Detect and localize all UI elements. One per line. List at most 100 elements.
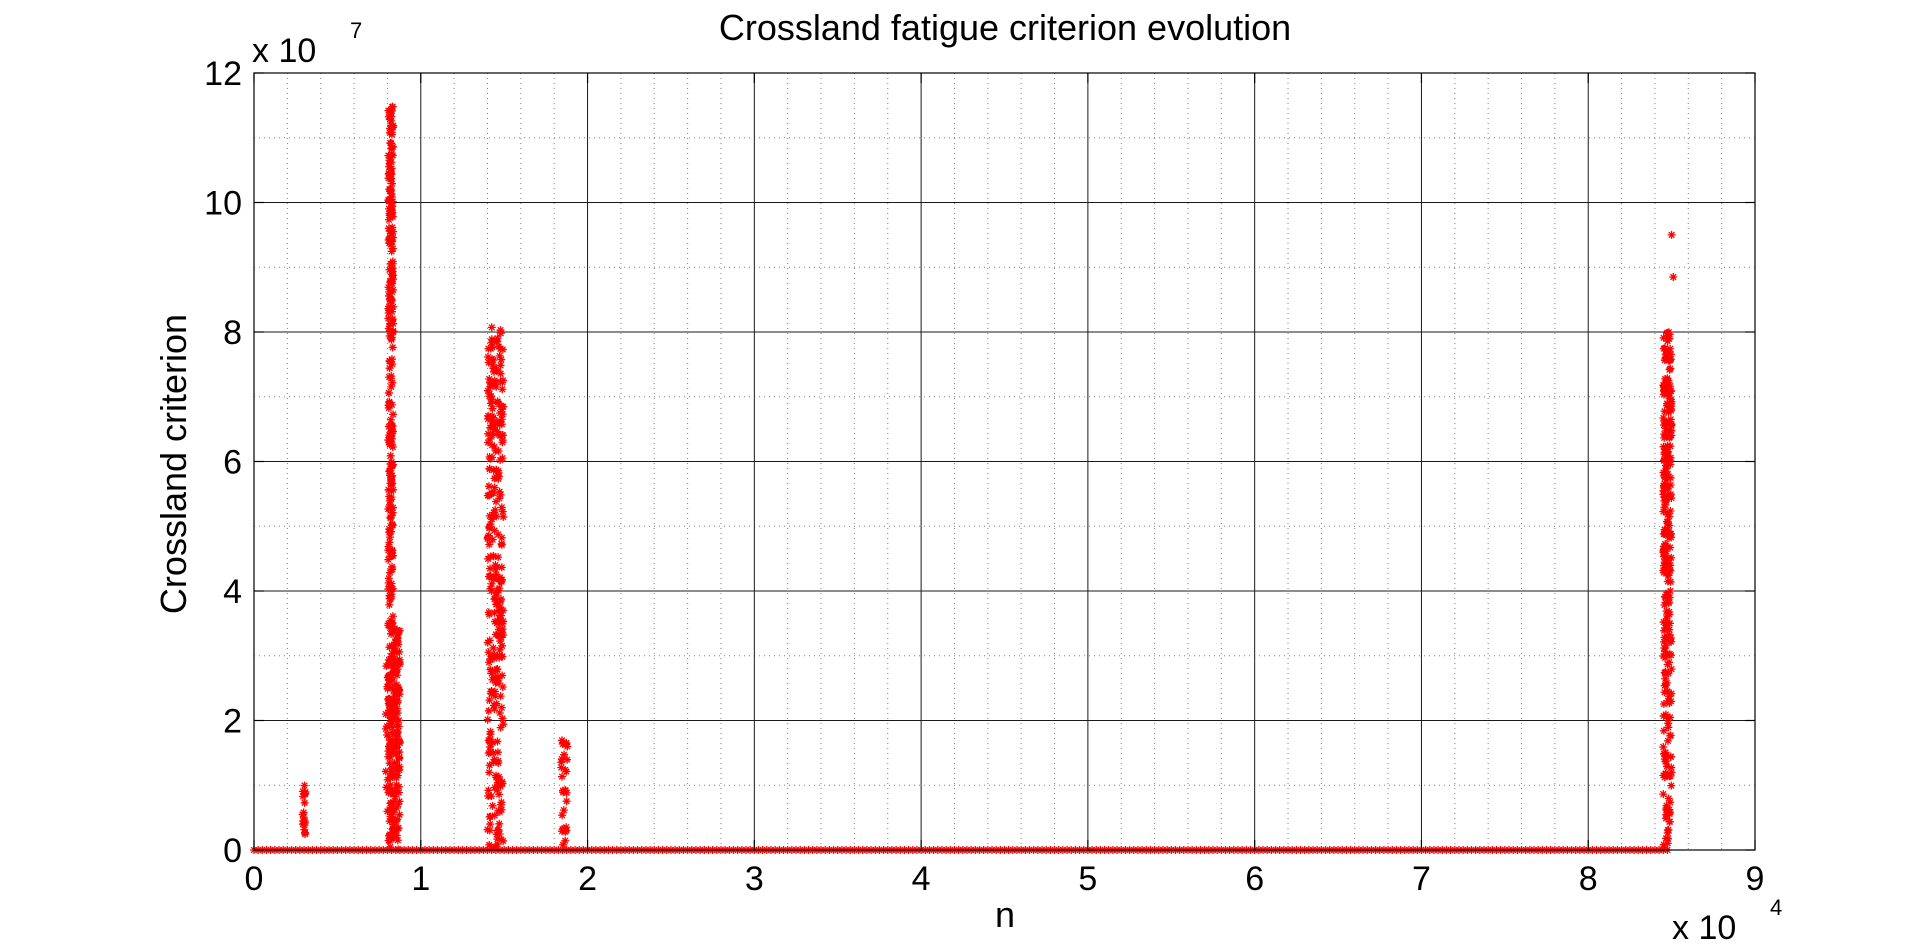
data-point <box>492 512 501 521</box>
x-tick-label: 5 <box>1078 860 1097 898</box>
data-point <box>387 728 396 737</box>
data-point <box>386 719 395 728</box>
data-point <box>485 524 494 533</box>
data-point <box>395 797 404 806</box>
data-point <box>395 647 404 656</box>
data-point <box>1665 772 1674 781</box>
data-point <box>497 503 506 512</box>
data-point <box>386 752 395 761</box>
data-point <box>493 778 502 787</box>
x-axis-label: n <box>995 894 1015 935</box>
data-point <box>1665 619 1674 628</box>
data-point <box>494 825 503 834</box>
data-point <box>494 606 503 615</box>
data-point <box>393 704 402 713</box>
data-point <box>496 782 505 791</box>
data-point <box>390 689 399 698</box>
y-axis-label: Crossland criterion <box>153 314 194 614</box>
data-point <box>560 750 569 759</box>
data-point <box>1665 650 1674 659</box>
data-point <box>395 748 404 757</box>
data-point <box>386 297 395 306</box>
x-tick-label: 0 <box>245 860 264 898</box>
y-tick-label: 4 <box>223 573 242 611</box>
data-point <box>485 465 494 474</box>
data-point <box>498 507 507 516</box>
data-point <box>389 410 398 419</box>
data-point <box>386 374 395 383</box>
data-point <box>1661 653 1670 662</box>
data-point <box>1663 348 1672 357</box>
data-point <box>559 806 568 815</box>
x-multiplier-base: x 10 <box>1672 909 1736 947</box>
data-point <box>393 698 402 707</box>
data-point <box>495 790 504 799</box>
data-point <box>1666 731 1675 740</box>
data-point <box>488 653 497 662</box>
data-point <box>486 742 495 751</box>
data-point <box>1665 426 1674 435</box>
data-point <box>484 482 493 491</box>
data-point <box>1663 839 1672 848</box>
data-point <box>1666 633 1675 642</box>
data-point <box>393 836 402 845</box>
data-point <box>1667 768 1676 777</box>
data-point <box>381 724 390 733</box>
data-point <box>388 259 397 268</box>
data-point <box>1666 506 1675 515</box>
y-tick-label: 0 <box>223 832 242 870</box>
data-point <box>1662 752 1671 761</box>
data-point <box>498 779 507 788</box>
data-point <box>1662 607 1671 616</box>
data-point <box>1667 763 1676 772</box>
data-point <box>393 665 402 674</box>
data-point <box>1669 272 1678 281</box>
data-point <box>558 827 567 836</box>
data-point <box>484 358 493 367</box>
data-point <box>485 374 494 383</box>
data-point <box>386 460 395 469</box>
data-point <box>386 471 395 480</box>
data-point <box>386 320 395 329</box>
data-point <box>392 804 401 813</box>
data-point <box>385 195 394 204</box>
data-point <box>391 792 400 801</box>
data-point <box>490 483 499 492</box>
x-tick-label: 3 <box>745 860 764 898</box>
data-point <box>492 665 501 674</box>
data-point <box>1666 798 1675 807</box>
data-point <box>386 421 395 430</box>
data-point <box>1666 364 1675 373</box>
data-point <box>1663 736 1672 745</box>
data-point <box>499 720 508 729</box>
data-point <box>491 565 500 574</box>
data-point <box>485 768 494 777</box>
data-point <box>388 612 397 621</box>
data-point <box>498 619 507 628</box>
data-point <box>490 811 499 820</box>
data-point <box>490 704 499 713</box>
data-point <box>385 676 394 685</box>
data-point <box>494 400 503 409</box>
data-point <box>497 605 506 614</box>
data-point <box>1663 470 1672 479</box>
data-point <box>1659 711 1668 720</box>
data-point <box>388 508 397 517</box>
data-point <box>395 754 404 763</box>
data-point <box>496 800 505 809</box>
data-point <box>388 102 397 111</box>
data-point <box>1663 660 1672 669</box>
data-point <box>491 842 500 851</box>
data-point <box>393 630 402 639</box>
data-point <box>1666 415 1675 424</box>
data-point <box>384 151 393 160</box>
data-point <box>388 378 397 387</box>
data-point <box>383 731 392 740</box>
data-point <box>387 427 396 436</box>
data-point <box>494 772 503 781</box>
data-point <box>393 691 402 700</box>
data-point <box>1659 726 1668 735</box>
data-point <box>384 403 393 412</box>
data-point <box>385 357 394 366</box>
data-point <box>1660 390 1669 399</box>
